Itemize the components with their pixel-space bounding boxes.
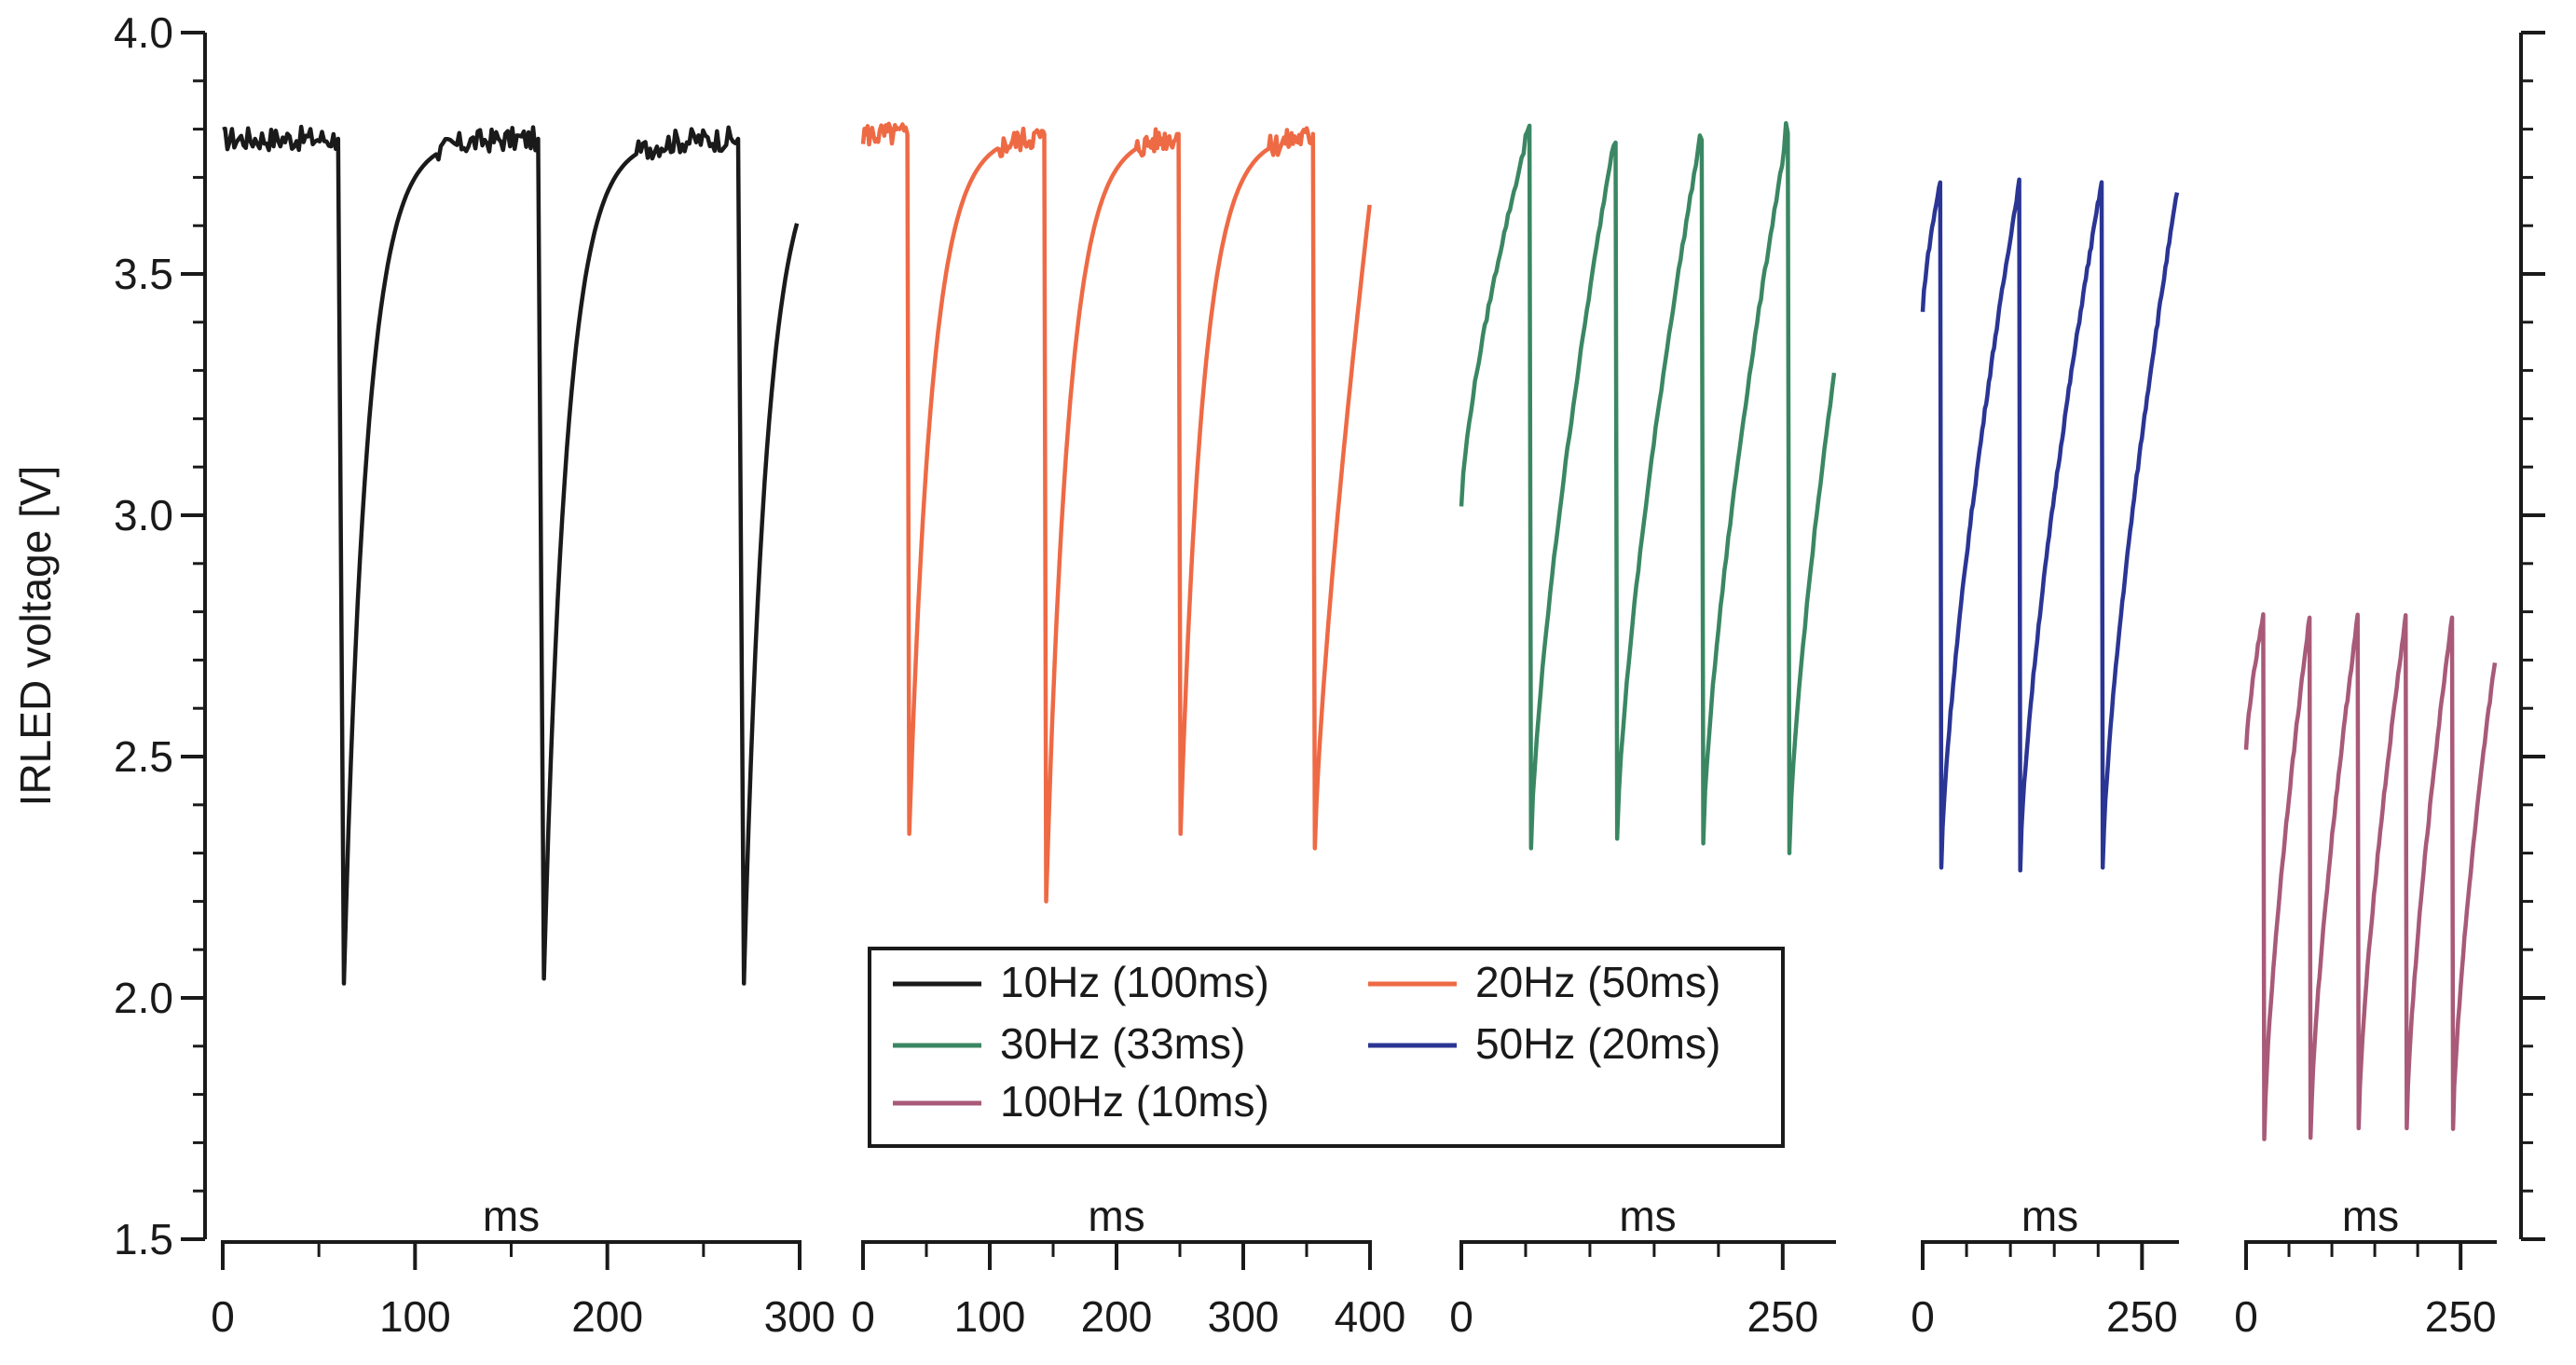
- y-tick-label: 3.0: [114, 491, 173, 539]
- x-unit-label: ms: [483, 1192, 540, 1240]
- x-unit-label: ms: [1619, 1192, 1676, 1240]
- x-tick-label: 0: [851, 1292, 875, 1341]
- x-tick-label: 400: [1335, 1292, 1406, 1341]
- y-axis-title: IRLED voltage [V]: [11, 466, 60, 807]
- x-tick-label: 100: [379, 1292, 451, 1341]
- x-tick-label: 200: [571, 1292, 643, 1341]
- y-tick-label: 3.5: [114, 250, 173, 298]
- x-tick-label: 0: [1449, 1292, 1473, 1341]
- legend: 10Hz (100ms) 20Hz (50ms) 30Hz (33ms) 50Hz (…: [868, 947, 1785, 1148]
- series-line-50hz: [1920, 177, 2180, 873]
- x-tick-label: 100: [954, 1292, 1026, 1341]
- y-tick-label: 2.5: [114, 732, 173, 781]
- series-line-20hz: [860, 121, 1372, 904]
- x-tick-label: 300: [764, 1292, 836, 1341]
- legend-label: 100Hz (10ms): [1000, 1077, 1269, 1126]
- x-tick-label: 0: [1911, 1292, 1935, 1341]
- x-unit-label: ms: [2021, 1192, 2078, 1240]
- x-unit-label: ms: [2342, 1192, 2399, 1240]
- legend-label: 30Hz (33ms): [1000, 1019, 1245, 1068]
- series-line-30hz: [1459, 120, 1837, 855]
- legend-label: 20Hz (50ms): [1475, 958, 1720, 1006]
- x-tick-label: 200: [1081, 1292, 1153, 1341]
- x-tick-label: 250: [2106, 1292, 2178, 1341]
- y-tick-label: 4.0: [114, 8, 173, 57]
- x-tick-label: 250: [2425, 1292, 2497, 1341]
- x-unit-label: ms: [1088, 1192, 1144, 1240]
- legend-label: 10Hz (100ms): [1000, 958, 1269, 1006]
- y-tick-label: 2.0: [114, 974, 173, 1022]
- axes-layer: 1.5 2.0 2.5 3.0 3.5 4.0 IRLED voltage [V] 0 100 2…: [11, 8, 2545, 1341]
- legend-box: [868, 947, 1785, 1148]
- y-tick-label: 1.5: [114, 1215, 173, 1263]
- x-tick-label: 300: [1208, 1292, 1280, 1341]
- x-tick-label: 0: [2234, 1292, 2258, 1341]
- series-layer: [222, 120, 2498, 1141]
- series-line-100hz: [2243, 612, 2498, 1141]
- series-line-10hz: [222, 124, 800, 986]
- legend-label: 50Hz (20ms): [1475, 1019, 1720, 1068]
- x-tick-label: 0: [211, 1292, 235, 1341]
- x-tick-label: 250: [1747, 1292, 1818, 1341]
